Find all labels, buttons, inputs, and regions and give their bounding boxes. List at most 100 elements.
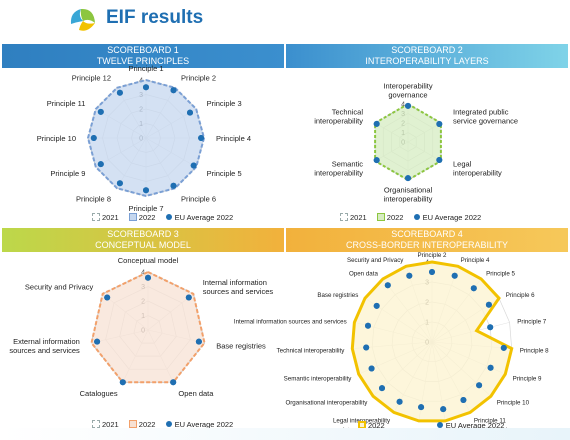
eu-average-point [143,84,149,91]
category-label: interoperability [384,195,433,204]
eu-average-point [487,364,494,371]
eu-average-point [363,344,370,351]
eu-average-point [187,109,193,116]
category-label: Principle 11 [47,99,86,108]
band-subtitle: CONCEPTUAL MODEL [95,240,191,250]
category-label: External information [13,337,80,346]
legend-item-2021: 2021 [92,419,119,429]
category-label: Principle 4 [216,134,251,143]
category-label: Principle 11 [474,417,506,424]
legend-label: EU Average 2022 [445,420,505,430]
legend-sb3: 2021 2022 EU Average 2022 [92,419,241,429]
eu-average-point [373,120,380,127]
category-label: Principle 5 [486,271,515,278]
legend-item-eu: EU Average 2022 [413,213,481,222]
legend-label: 2022 [138,419,156,429]
eu-average-point [190,162,197,169]
category-label: Principle 12 [72,73,111,82]
legend-swatch-2021 [92,419,100,428]
eu-average-point [451,272,458,279]
eu-average-point [119,379,126,386]
legend-swatch-2022 [376,212,385,221]
category-label: Principle 8 [520,347,549,354]
eu-average-point [368,365,375,372]
category-label: Principle 8 [76,195,111,204]
band-title: SCOREBOARD 2 [391,45,463,55]
series-2022-area [350,260,514,423]
category-label: Open data [178,389,214,398]
category-label: Principle 7 [517,318,546,325]
legend-swatch-2022 [358,420,366,429]
category-label: Technical interoperability [277,347,346,354]
eu-average-point [143,187,149,194]
category-label: Integrated public [453,108,509,117]
eu-average-point [405,175,411,182]
eu-average-point [487,324,494,331]
eu-average-point [104,294,111,301]
eu-average-point [94,338,101,345]
category-label: Security and Privacy [25,282,94,291]
legend-swatch-2021 [340,212,348,221]
eu-average-point [460,397,467,403]
legend-item-2021: 2021 [340,212,367,222]
series-2022-area [86,78,206,198]
eu-average-point [485,301,492,308]
eu-average-point [373,302,380,309]
legend-swatch-2022 [128,212,137,221]
scoreboard-2-band: SCOREBOARD 2 INTEROPERABILITY LAYERS [286,44,568,68]
category-label: Principle 10 [37,134,76,143]
category-label: governance [388,91,427,100]
legend-dot-eu [165,213,172,220]
category-label: Internal information [203,278,267,287]
eu-average-point [429,269,435,275]
band-title: SCOREBOARD 4 [391,229,463,239]
category-label: Open data [349,271,378,278]
eu-average-point [418,404,425,411]
category-label: Principle 9 [50,169,85,178]
category-label: Organisational interoperability [285,400,368,407]
legend-sb1: 2021 2022 EU Average 2022 [92,212,241,222]
legend-item-2022: 2022 [128,419,156,429]
band-subtitle: INTEROPERABILITY LAYERS [365,56,489,66]
eu-average-point [436,121,443,127]
series-2022-area [90,270,206,384]
legend-swatch-2021 [92,212,100,221]
legend-label: 2022 [386,212,404,222]
legend-item-eu: EU Average 2022 [165,419,234,429]
eif-logo-icon [70,8,95,31]
category-label: Semantic [332,160,364,169]
category-label: Principle 5 [207,169,242,178]
eu-average-point [405,102,411,109]
band-title: SCOREBOARD 1 [107,45,179,55]
legend-label: EU Average 2022 [174,212,234,222]
eu-average-point [116,89,123,96]
legend-sb4: 2022 EU Average 2022 [358,420,512,430]
eu-average-point [373,157,380,164]
eu-average-point [436,157,443,163]
eu-average-point [365,322,371,329]
category-label: Principle 6 [506,292,535,299]
category-label: Principle 9 [513,375,542,382]
legend-label: EU Average 2022 [174,419,234,429]
footer-bar [0,428,570,440]
eu-average-point [500,344,507,351]
category-label: Principle 3 [207,99,242,108]
eu-average-point [476,382,483,389]
category-label: Principle 1 [128,64,163,73]
category-label: interoperability [314,117,363,126]
scoreboard-3-band: SCOREBOARD 3 CONCEPTUAL MODEL [2,228,284,252]
band-subtitle: CROSS-BORDER INTEROPERABILITY [345,240,509,250]
legend-swatch-2022 [128,419,137,428]
category-label: Base registries [216,342,266,351]
category-label: Catalogues [80,389,118,398]
category-label: Principle 2 [181,73,216,82]
eu-average-point [396,398,403,405]
category-label: Security and Privacy [347,257,404,264]
tick-label: 4 [141,270,145,277]
legend-dot-eu [413,213,420,220]
legend-item-eu: EU Average 2022 [436,420,505,430]
legend-item-2022: 2022 [128,212,155,222]
category-label: Technical [332,108,364,117]
category-label: Organisational [384,186,433,195]
